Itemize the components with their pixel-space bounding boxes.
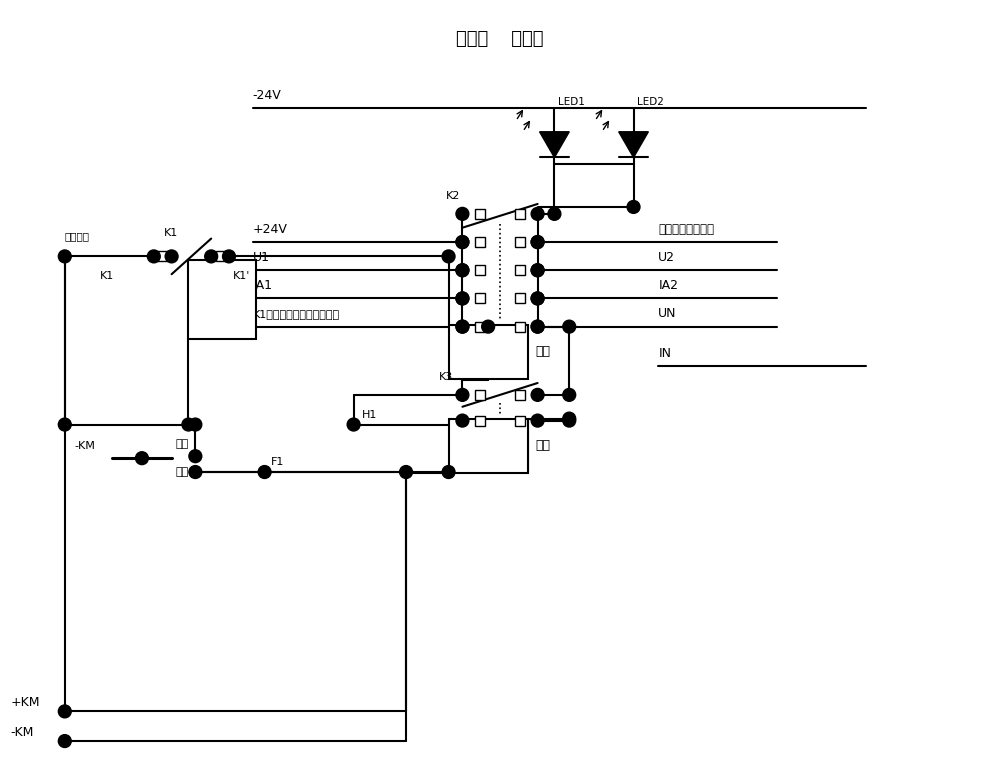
Circle shape [531,207,544,220]
Circle shape [531,320,544,333]
Bar [515,321,525,331]
Bar [188,260,256,340]
Text: K1保持回路，合位信号保持: K1保持回路，合位信号保持 [253,309,340,319]
Circle shape [531,264,544,277]
Circle shape [456,264,469,277]
Circle shape [563,412,576,425]
Text: 合闸电源同步输出: 合闸电源同步输出 [658,222,714,235]
Circle shape [400,466,412,479]
Circle shape [548,207,561,220]
Text: 合闸: 合闸 [176,439,189,449]
Circle shape [442,466,455,479]
Bar [216,252,226,262]
Bar [475,237,485,247]
Circle shape [136,452,148,465]
Circle shape [563,388,576,401]
Circle shape [531,388,544,401]
Circle shape [165,250,178,263]
Text: K1: K1 [164,228,178,238]
Text: F1: F1 [271,457,284,467]
Circle shape [482,320,495,333]
Bar [449,419,528,473]
Bar [515,416,525,426]
Circle shape [182,418,195,431]
Bar [515,390,525,400]
Circle shape [531,414,544,427]
Text: -KM: -KM [75,441,96,451]
Circle shape [58,418,71,431]
Circle shape [347,418,360,431]
Text: K1': K1' [233,272,250,281]
Circle shape [456,235,469,249]
Circle shape [223,250,235,263]
Text: LED1: LED1 [558,97,585,107]
Text: IA1: IA1 [253,279,273,292]
Circle shape [456,235,469,249]
Text: -24V: -24V [253,89,281,102]
Text: U2: U2 [658,251,675,264]
Bar [449,324,528,379]
Bar [157,252,167,262]
Bar [475,209,485,219]
Text: +24V: +24V [253,222,288,235]
Circle shape [456,414,469,427]
Circle shape [531,235,544,249]
Bar [515,237,525,247]
Bar [475,265,485,275]
Bar [475,294,485,304]
Text: K2: K2 [446,191,460,201]
Bar [515,294,525,304]
Circle shape [456,264,469,277]
Text: IN: IN [658,347,671,360]
Circle shape [58,735,71,748]
Text: +KM: +KM [10,696,40,709]
Circle shape [531,292,544,304]
Circle shape [627,200,640,213]
Text: IA2: IA2 [658,279,678,292]
Text: U1: U1 [253,251,270,264]
Bar [515,265,525,275]
Circle shape [189,466,202,479]
Bar [475,416,485,426]
Text: -KM: -KM [10,726,34,739]
Circle shape [456,207,469,220]
Circle shape [189,449,202,463]
Circle shape [205,250,218,263]
Text: 跳闸: 跳闸 [176,467,189,477]
Circle shape [456,292,469,304]
Circle shape [58,250,71,263]
Bar [475,321,485,331]
Polygon shape [540,132,569,157]
Circle shape [456,320,469,333]
Circle shape [189,418,202,431]
Circle shape [258,466,271,479]
Circle shape [531,264,544,277]
Circle shape [456,292,469,304]
Text: K1: K1 [99,272,114,281]
Text: H1: H1 [362,410,377,420]
Circle shape [58,705,71,718]
Circle shape [456,388,469,401]
Circle shape [563,414,576,427]
Bar [475,390,485,400]
Circle shape [442,250,455,263]
Text: 分闸: 分闸 [536,439,551,453]
Circle shape [456,320,469,333]
Circle shape [531,292,544,304]
Bar [515,209,525,219]
Text: 分位灯    合位灯: 分位灯 合位灯 [456,30,544,48]
Circle shape [147,250,160,263]
Text: 合闸: 合闸 [536,345,551,358]
Polygon shape [619,132,648,157]
Text: 合位信号: 合位信号 [65,232,90,242]
Text: K3: K3 [439,372,453,382]
Text: LED2: LED2 [637,97,664,107]
Circle shape [563,320,576,333]
Text: UN: UN [658,308,677,321]
Circle shape [531,320,544,333]
Circle shape [531,235,544,249]
